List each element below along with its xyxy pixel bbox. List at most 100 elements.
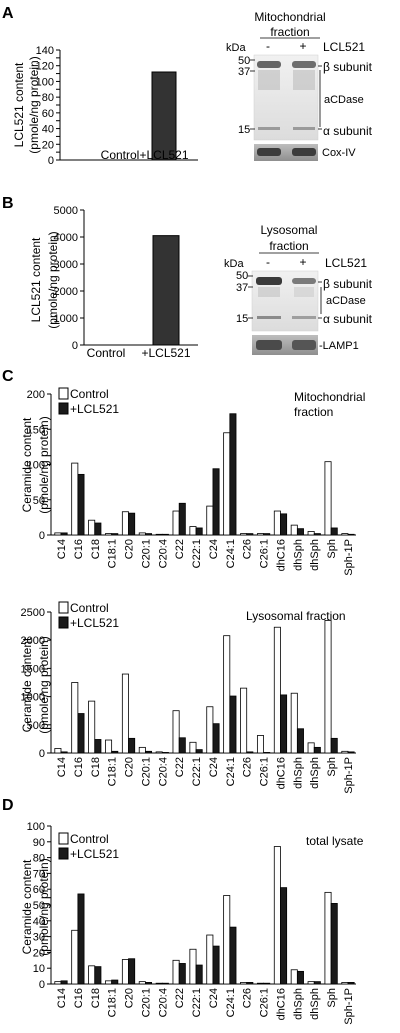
y-tick-label: 90 (33, 837, 45, 849)
category-label: C26 (242, 757, 254, 777)
blot-a-plus: + (299, 39, 306, 53)
legend-swatch-lcl521 (58, 616, 69, 629)
bar-lcl521 (280, 513, 288, 536)
bar-control (105, 739, 113, 754)
western-blot-b: Lysosomal fraction kDa - + LCL521 50 37 … (224, 223, 373, 355)
bar-control (71, 462, 79, 536)
chart-c-ceramide-mitochondrial: 0 50 100 150 200 Ceramide content (pmole/ng pr… (20, 387, 365, 576)
bar-control (324, 461, 332, 536)
category-label: Sph (326, 539, 338, 559)
bar-lcl521 (60, 532, 68, 536)
blot-a-marker-37: 37 (238, 66, 250, 78)
y-tick-label: 70 (33, 868, 45, 880)
bar-lcl521 (263, 533, 271, 536)
bar-control (121, 511, 129, 536)
bar-lcl521 (111, 979, 119, 985)
bar-control (273, 510, 281, 536)
category-label: C18:1 (107, 539, 119, 568)
bar-control (307, 981, 315, 985)
bar-lcl521 (161, 752, 169, 754)
bar-control (307, 531, 315, 536)
legend-swatch-control (58, 601, 69, 614)
blot-b-alpha-label: α subunit (323, 312, 373, 326)
bar-lcl521 (94, 966, 102, 985)
category-label: dhC16 (275, 988, 287, 1020)
blot-b-acdase-label: aCDase (326, 295, 366, 307)
category-label: dhSph (309, 988, 321, 1020)
y-tick-label: 150 (27, 424, 45, 436)
y-axis-label: (pmole/ng protein) (37, 636, 51, 733)
bar-control (206, 706, 214, 754)
legend-swatch-lcl521 (58, 402, 69, 415)
bar-control (121, 673, 129, 754)
category-label: +LCL521 (139, 148, 188, 162)
blot-a-kda-label: kDa (226, 42, 246, 54)
blot-b-treatment: LCL521 (325, 256, 367, 270)
blot-a-smear-control (258, 70, 280, 90)
bar-lcl521 (347, 751, 355, 754)
y-tick-label: 0 (72, 340, 78, 352)
bar-control (341, 533, 349, 536)
blot-b-plus: + (299, 255, 306, 269)
y-tick-label: 140 (36, 45, 54, 57)
category-label: C20:1 (140, 757, 152, 786)
bar-lcl521 (161, 982, 169, 985)
blot-a-treatment: LCL521 (323, 40, 365, 54)
bar-control (54, 532, 62, 536)
bar-lcl521 (128, 512, 136, 536)
blot-b-minus: - (266, 255, 270, 269)
category-label: C20:4 (157, 757, 169, 786)
bar-control (256, 533, 264, 536)
chart-annotation: total lysate (306, 834, 364, 848)
bar-control (121, 959, 129, 985)
category-label: C14 (56, 757, 68, 777)
y-tick-label: 100 (36, 76, 54, 88)
bar-control (290, 969, 298, 985)
y-tick-label: 3000 (54, 259, 78, 271)
category-label: Sph-1P (343, 539, 355, 576)
category-label: dhSph (292, 988, 304, 1020)
bar-lcl521 (77, 893, 85, 985)
bar-control (324, 620, 332, 754)
blot-b-marker-50: 50 (236, 270, 248, 282)
category-label: Control (87, 346, 126, 360)
category-label: C24:1 (225, 539, 237, 568)
y-tick-label: 60 (42, 108, 54, 120)
bar-lcl521 (280, 887, 288, 985)
bar-lcl521 (296, 970, 304, 985)
bar-lcl521 (347, 982, 355, 985)
category-label: C18 (90, 988, 102, 1008)
legend-swatch-lcl521 (58, 847, 69, 860)
bar-lcl521 (128, 958, 136, 985)
y-tick-label: 0 (48, 155, 54, 167)
legend-swatch-control (58, 832, 69, 845)
y-axis-label: (pmole/ng protein) (37, 416, 51, 513)
bar-control (206, 505, 214, 536)
category-label: Sph-1P (343, 757, 355, 794)
bar-lcl521 (60, 980, 68, 985)
y-axis-label: LCL521 content (12, 62, 26, 147)
blot-b-fraction-line1: Lysosomal (261, 223, 318, 237)
bar-lcl521 (77, 713, 85, 754)
blot-a-marker-50: 50 (238, 55, 250, 67)
y-axis-label: (pmole/ng protein) (46, 231, 60, 328)
chart-c-ceramide-lysosomal: 0 500 1000 1500 2000 2500 Ceramide content (pmo… (20, 601, 356, 794)
legend-label: Control (70, 601, 109, 615)
bar-control (341, 982, 349, 985)
y-tick-label: 1000 (21, 692, 45, 704)
y-axis-label: Ceramide content (20, 637, 34, 732)
y-tick-label: 80 (42, 92, 54, 104)
bar-control (88, 965, 96, 985)
blot-b-marker-37: 37 (236, 282, 248, 294)
blot-a-fraction-line1: Mitochondrial (254, 10, 325, 24)
y-tick-label: 10 (33, 963, 45, 975)
bar-control (138, 746, 146, 754)
category-label: C24 (208, 757, 220, 777)
y-tick-label: 20 (33, 947, 45, 959)
bar-lcl521 (229, 926, 237, 985)
y-tick-label: 0 (39, 979, 45, 991)
category-label: C20:4 (157, 539, 169, 568)
blot-a-fraction-line2: fraction (270, 25, 309, 39)
blot-b-band-beta-control (256, 277, 282, 285)
